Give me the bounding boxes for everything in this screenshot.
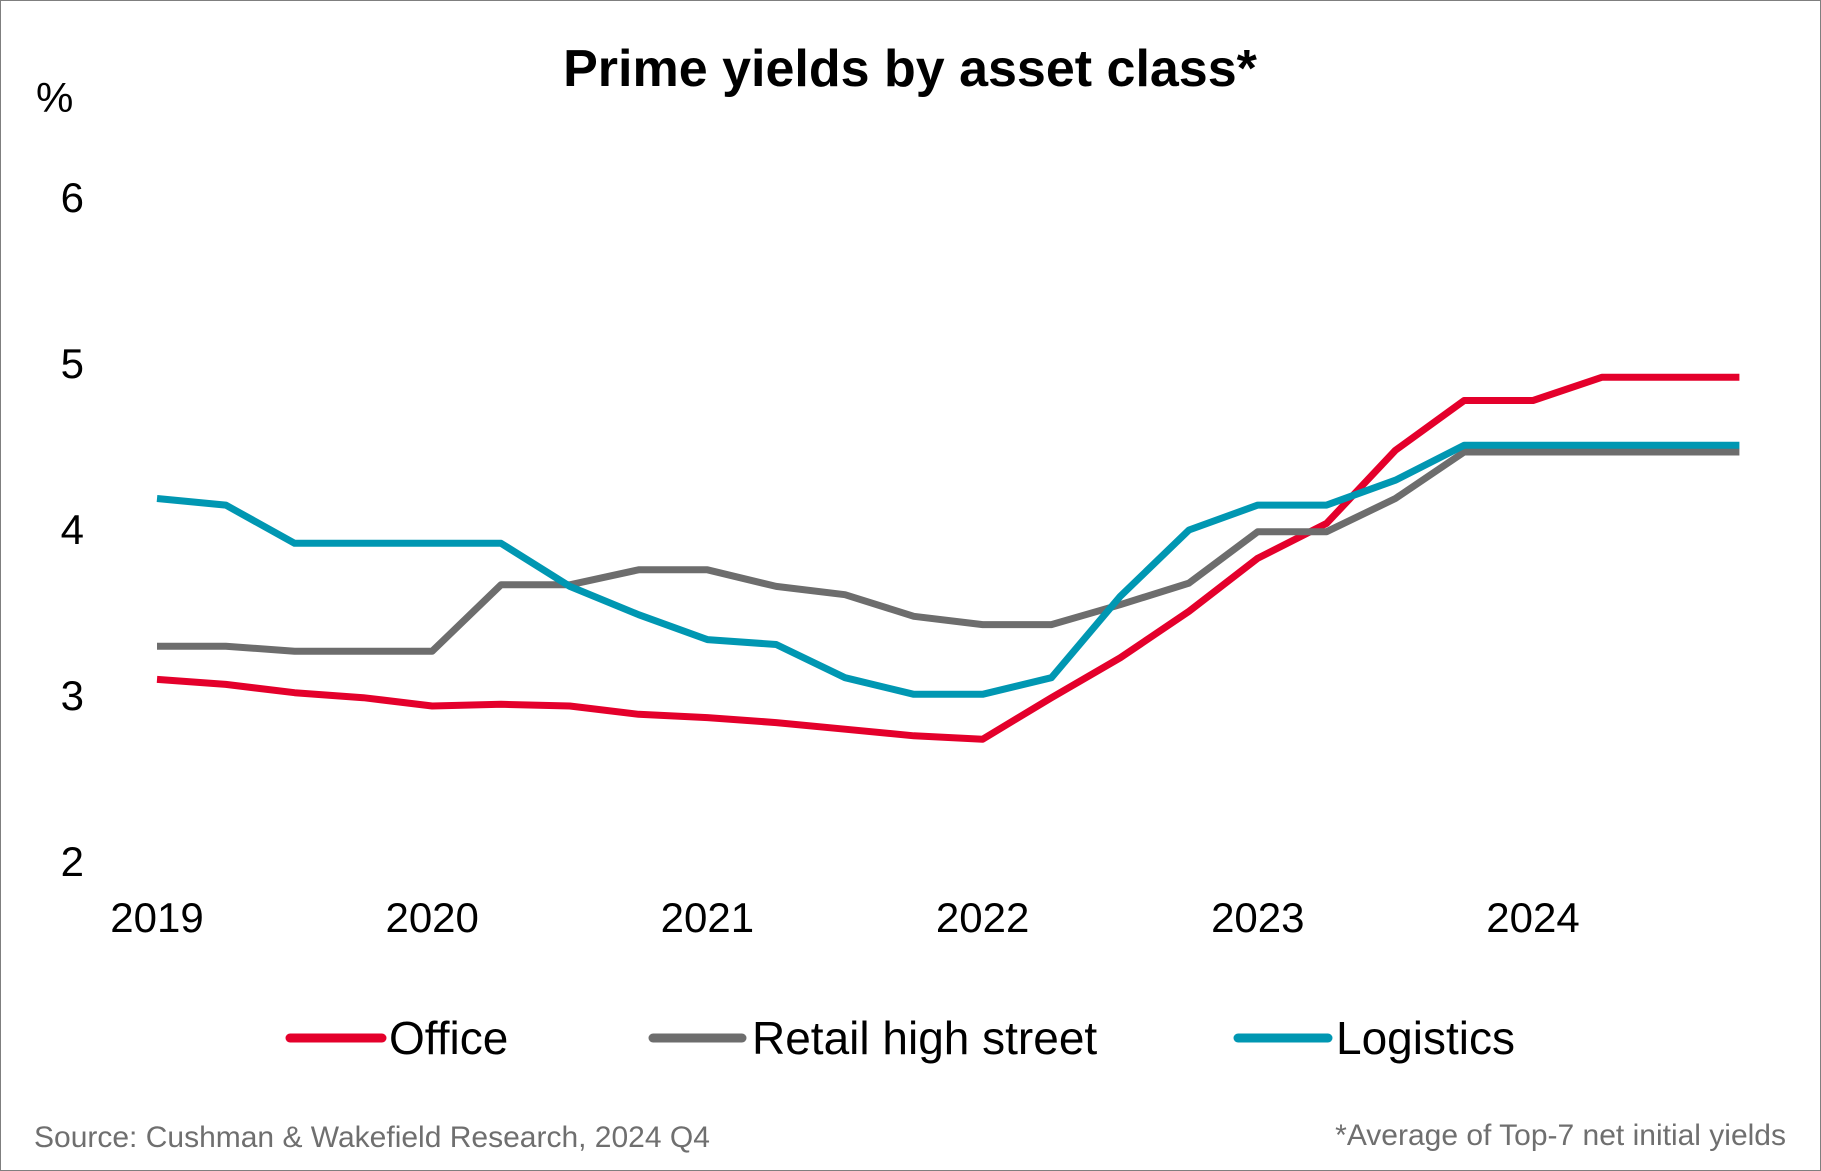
footnote: *Average of Top-7 net initial yields bbox=[1335, 1119, 1786, 1152]
chart-title: Prime yields by asset class* bbox=[563, 40, 1258, 98]
series-line-office bbox=[156, 373, 1740, 743]
legend-label-office: Office bbox=[389, 1012, 508, 1064]
x-tick-label-1: 2020 bbox=[385, 894, 478, 941]
y-tick-label-0: 2 bbox=[61, 838, 84, 885]
y-axis-unit-label: % bbox=[36, 74, 73, 121]
x-tick-label-3: 2022 bbox=[936, 894, 1029, 941]
x-tick-label-4: 2023 bbox=[1211, 894, 1304, 941]
y-tick-label-2: 4 bbox=[61, 506, 84, 553]
x-tick-label-2: 2021 bbox=[661, 894, 754, 941]
series-lines bbox=[156, 373, 1740, 743]
y-axis-ticks: 2 3 4 5 6 bbox=[61, 174, 84, 885]
legend: Office Retail high street Logistics bbox=[285, 1012, 1515, 1064]
series-line-logistics bbox=[156, 441, 1740, 698]
x-tick-label-5: 2024 bbox=[1486, 894, 1579, 941]
x-axis-ticks: 2019 2020 2021 2022 2023 2024 bbox=[110, 894, 1579, 941]
y-tick-label-4: 6 bbox=[61, 174, 84, 221]
x-tick-label-0: 2019 bbox=[110, 894, 203, 941]
source-note: Source: Cushman & Wakefield Research, 20… bbox=[34, 1121, 710, 1154]
y-tick-label-1: 3 bbox=[61, 672, 84, 719]
y-tick-label-3: 5 bbox=[61, 340, 84, 387]
legend-label-logistics: Logistics bbox=[1336, 1012, 1515, 1064]
legend-label-retail-high-street: Retail high street bbox=[752, 1012, 1097, 1064]
series-line-retail-high-street bbox=[157, 448, 1740, 655]
